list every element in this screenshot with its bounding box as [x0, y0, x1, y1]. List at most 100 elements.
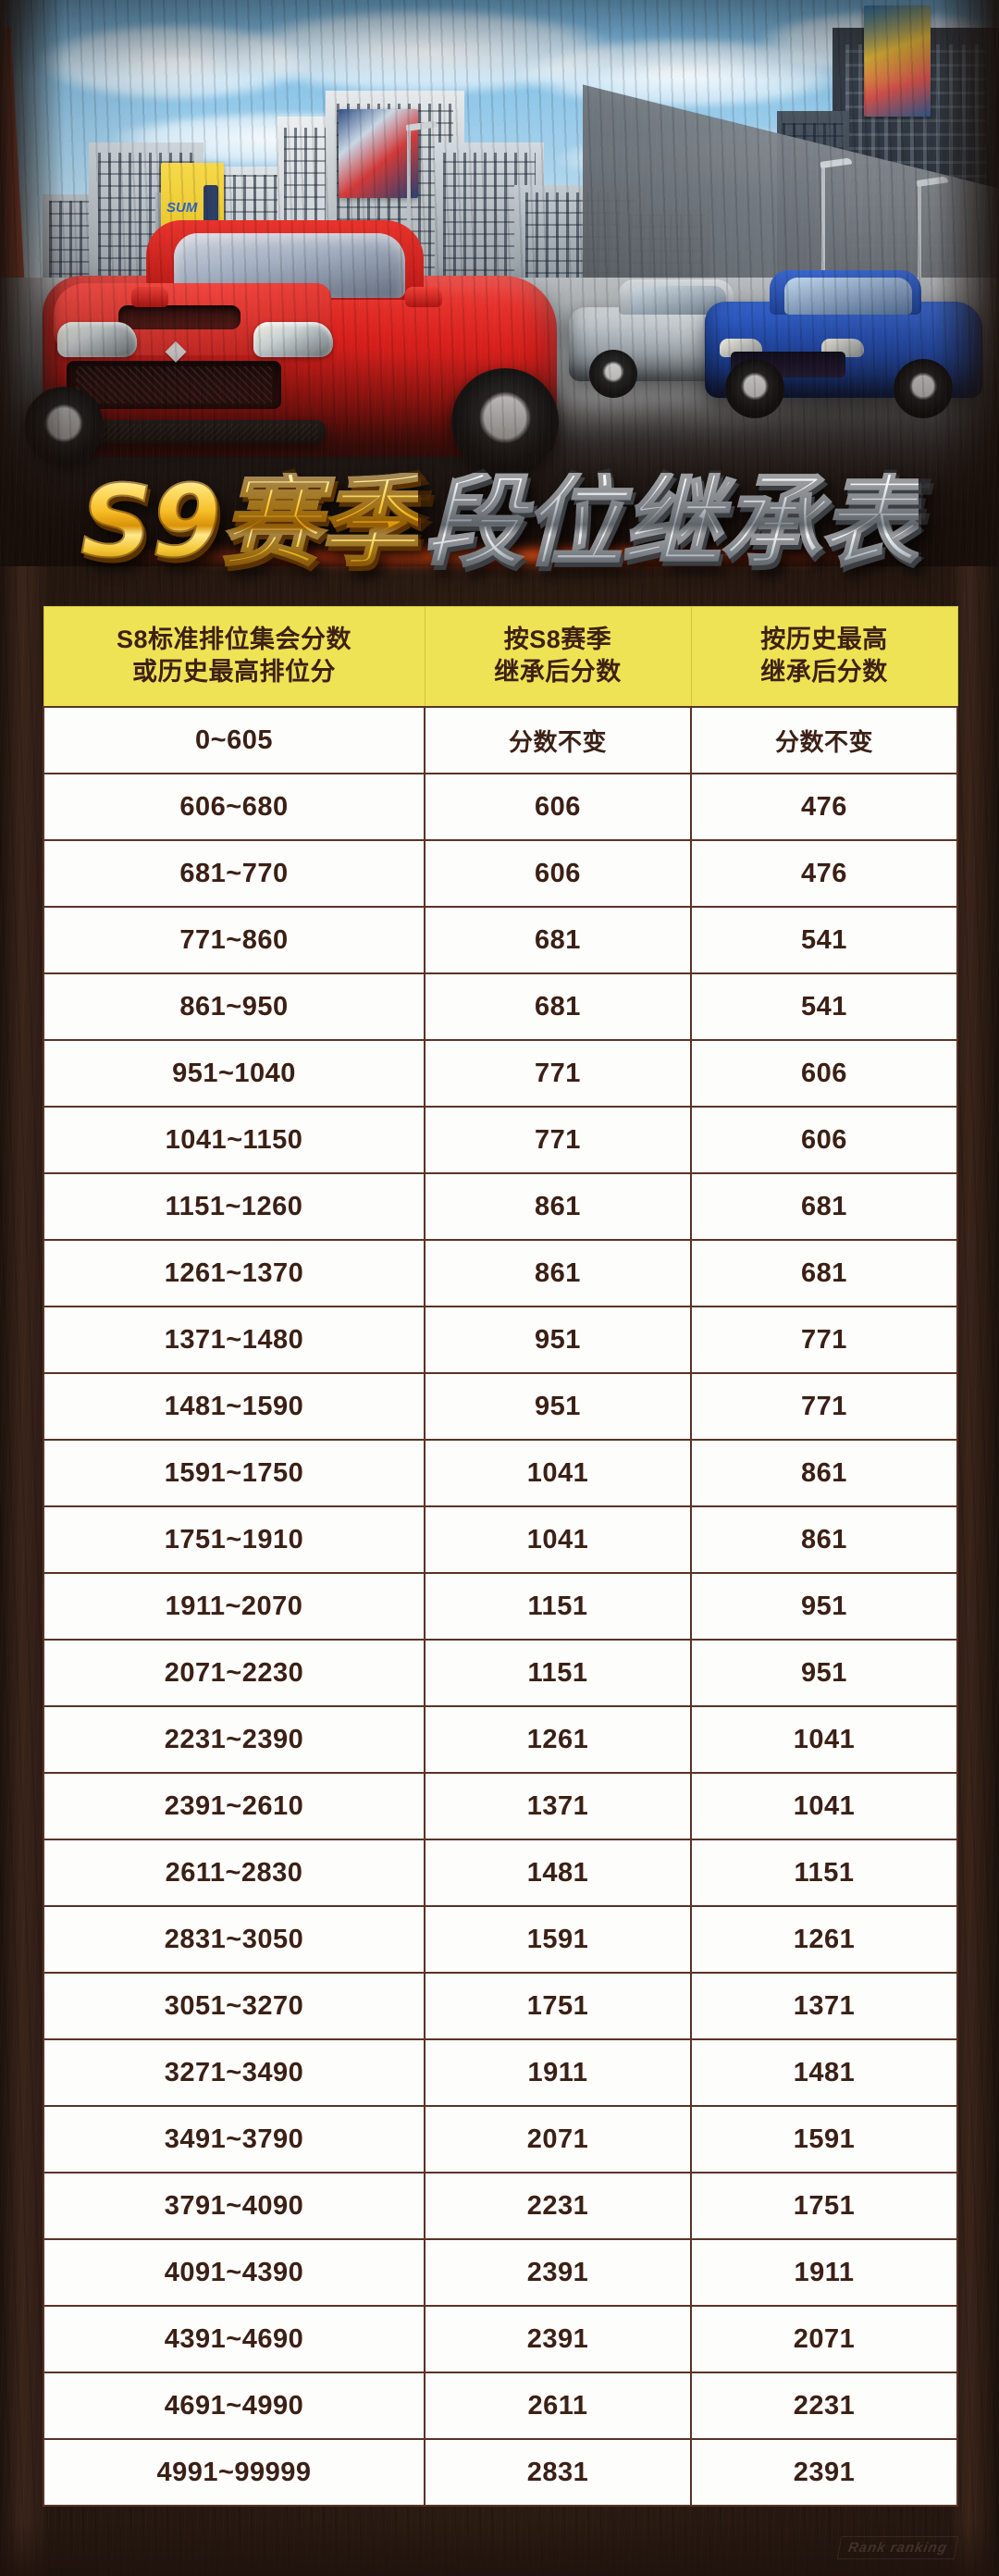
cell-s8-inherited-score: 606 — [425, 840, 692, 909]
table-row: 681~770 606 476 — [43, 840, 958, 909]
table-row: 2831~3050 1591 1261 — [43, 1906, 958, 1975]
cell-history-inherited-score: 1041 — [691, 1706, 958, 1775]
cell-score-range: 951~1040 — [43, 1040, 426, 1108]
cell-history-inherited-score: 681 — [691, 1240, 958, 1308]
cell-score-range: 4691~4990 — [43, 2372, 426, 2441]
hero-right-fade — [934, 0, 999, 566]
cell-s8-inherited-score: 1041 — [425, 1506, 692, 1575]
cell-s8-inherited-score: 1911 — [425, 2039, 692, 2108]
table-row: 2071~2230 1151 951 — [43, 1640, 958, 1708]
cell-score-range: 4391~4690 — [43, 2306, 426, 2374]
table-row: 3791~4090 2231 1751 — [43, 2173, 958, 2241]
cell-history-inherited-score: 541 — [691, 907, 958, 975]
table-row: 4691~4990 2611 2231 — [43, 2372, 958, 2441]
table-row: 951~1040 771 606 — [43, 1040, 958, 1108]
cell-score-range: 2611~2830 — [43, 1839, 426, 1908]
cell-s8-inherited-score: 771 — [425, 1040, 692, 1108]
cell-score-range: 2831~3050 — [43, 1906, 426, 1975]
column-header-s8-inherit: 按S8赛季 继承后分数 — [424, 606, 692, 708]
table-row: 1371~1480 951 771 — [43, 1307, 958, 1375]
cell-history-inherited-score: 1751 — [691, 2173, 958, 2241]
hero-banner-image: SUM ↑ 400m ↑ 400m — [0, 0, 999, 566]
cell-score-range: 1591~1750 — [43, 1440, 426, 1508]
table-row: 3051~3270 1751 1371 — [43, 1973, 958, 2041]
cell-s8-inherited-score: 1371 — [425, 1773, 692, 1841]
cell-score-range: 3791~4090 — [43, 2173, 426, 2241]
cell-score-range: 3051~3270 — [43, 1973, 426, 2041]
column-header-score-range: S8标准排位集会分数 或历史最高排位分 — [43, 606, 426, 708]
cell-history-inherited-score: 1261 — [691, 1906, 958, 1975]
cell-s8-inherited-score: 1751 — [425, 1973, 692, 2041]
cell-history-inherited-score: 861 — [691, 1440, 958, 1508]
cell-score-range: 0~605 — [43, 706, 426, 775]
table-row: 2611~2830 1481 1151 — [43, 1839, 958, 1908]
cell-history-inherited-score: 606 — [691, 1107, 958, 1175]
cell-score-range: 1041~1150 — [43, 1107, 426, 1175]
table-row: 771~860 681 541 — [43, 907, 958, 975]
table-row: 1751~1910 1041 861 — [43, 1506, 958, 1575]
column-header-history-inherit-line2: 继承后分数 — [760, 657, 888, 686]
column-header-score-range-line2: 或历史最高排位分 — [132, 657, 336, 686]
table-row: 3271~3490 1911 1481 — [43, 2039, 958, 2108]
cell-score-range: 3491~3790 — [43, 2106, 426, 2174]
table-row: 1481~1590 951 771 — [43, 1373, 958, 1442]
bottom-strip — [0, 2522, 999, 2576]
cell-s8-inherited-score: 681 — [425, 907, 692, 975]
cell-s8-inherited-score: 951 — [425, 1307, 692, 1375]
table-body: 0~605 分数不变 分数不变 606~680 606 476 681~770 606 476 7… — [43, 706, 958, 2508]
cell-history-inherited-score: 1911 — [691, 2239, 958, 2308]
cell-history-inherited-score: 2231 — [691, 2372, 958, 2441]
cell-history-inherited-score: 681 — [691, 1173, 958, 1242]
cell-s8-inherited-score: 2391 — [425, 2239, 692, 2308]
cell-score-range: 2391~2610 — [43, 1773, 426, 1841]
cell-score-range: 681~770 — [43, 840, 426, 909]
cell-s8-inherited-score: 2611 — [425, 2372, 692, 2441]
cell-score-range: 4091~4390 — [43, 2239, 426, 2308]
cell-score-range: 606~680 — [43, 774, 426, 842]
cell-history-inherited-score: 951 — [691, 1640, 958, 1708]
column-header-history-inherit-line1: 按历史最高 — [760, 625, 888, 653]
cell-score-range: 4991~99999 — [43, 2439, 426, 2508]
table-row: 0~605 分数不变 分数不变 — [43, 706, 958, 775]
cell-s8-inherited-score: 1481 — [425, 1839, 692, 1908]
title-subject-text: 段位继承表 — [423, 464, 920, 580]
cell-history-inherited-score: 951 — [691, 1573, 958, 1641]
table-row: 4091~4390 2391 1911 — [43, 2239, 958, 2308]
cell-s8-inherited-score: 1151 — [425, 1573, 692, 1641]
cell-history-inherited-score: 771 — [691, 1373, 958, 1442]
cell-history-inherited-score: 861 — [691, 1506, 958, 1575]
table-row: 3491~3790 2071 1591 — [43, 2106, 958, 2174]
cell-history-inherited-score: 1041 — [691, 1773, 958, 1841]
cell-history-inherited-score: 606 — [691, 1040, 958, 1108]
watermark: Rank ranking — [836, 2536, 959, 2559]
table-row: 1151~1260 861 681 — [43, 1173, 958, 1242]
hero-left-fade — [0, 0, 65, 566]
cell-score-range: 1371~1480 — [43, 1307, 426, 1375]
cell-history-inherited-score: 1371 — [691, 1973, 958, 2041]
cell-history-inherited-score: 2071 — [691, 2306, 958, 2374]
table-row: 1261~1370 861 681 — [43, 1240, 958, 1308]
cell-history-inherited-score: 476 — [691, 774, 958, 842]
cell-history-inherited-score: 476 — [691, 840, 958, 909]
title-glow — [102, 544, 897, 568]
column-header-s8-inherit-line2: 继承后分数 — [494, 657, 622, 686]
cell-score-range: 1151~1260 — [43, 1173, 426, 1242]
cell-history-inherited-score: 771 — [691, 1307, 958, 1375]
table-row: 2391~2610 1371 1041 — [43, 1773, 958, 1841]
table-row: 4991~99999 2831 2391 — [43, 2439, 958, 2508]
cell-s8-inherited-score: 2071 — [425, 2106, 692, 2174]
column-header-score-range-line1: S8标准排位集会分数 — [116, 625, 352, 653]
cell-score-range: 2231~2390 — [43, 1706, 426, 1775]
cell-score-range: 1481~1590 — [43, 1373, 426, 1442]
cell-s8-inherited-score: 1041 — [425, 1440, 692, 1508]
cell-score-range: 3271~3490 — [43, 2039, 426, 2108]
cell-s8-inherited-score: 771 — [425, 1107, 692, 1175]
cell-s8-inherited-score: 2831 — [425, 2439, 692, 2508]
table-header-row: S8标准排位集会分数 或历史最高排位分 按S8赛季 继承后分数 按历史最高 继承… — [43, 606, 958, 708]
table-row: 4391~4690 2391 2071 — [43, 2306, 958, 2374]
hero-vignette — [0, 0, 999, 566]
table-row: 606~680 606 476 — [43, 774, 958, 842]
cell-s8-inherited-score: 606 — [425, 774, 692, 842]
cell-history-inherited-score: 分数不变 — [691, 706, 958, 775]
